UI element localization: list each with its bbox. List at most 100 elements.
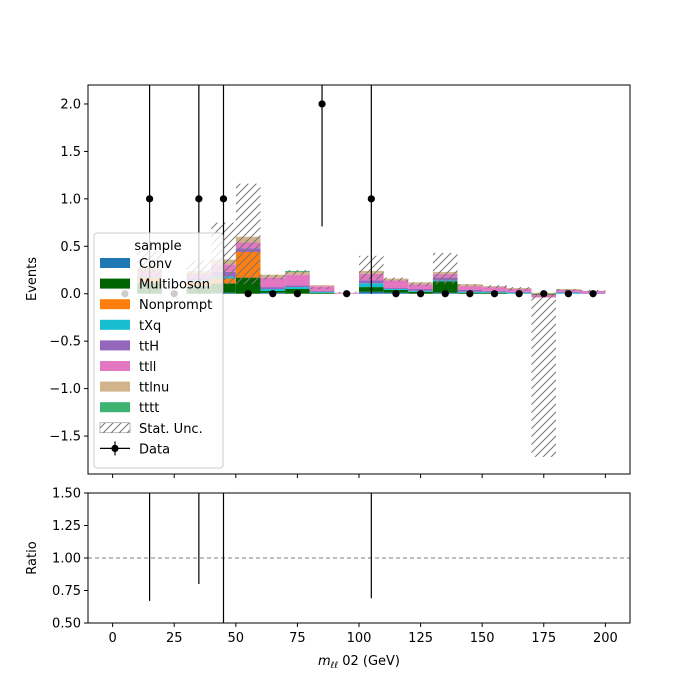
ratio-plot-area [88, 493, 630, 623]
data-point [195, 195, 203, 203]
legend-swatch-stat-unc [99, 422, 131, 434]
x-axis-label: mℓℓ 02 (GeV) [318, 654, 400, 671]
bar-tth [408, 288, 433, 291]
stat-unc-box [531, 292, 557, 457]
x-label-sub: ℓℓ [330, 661, 338, 671]
bar-ttlnu [309, 285, 335, 287]
bar-tth [260, 287, 286, 289]
data-point [244, 290, 252, 298]
data-point [145, 195, 154, 203]
stat-unc-box [309, 287, 335, 289]
bar-tth [285, 285, 310, 288]
data-point [441, 290, 449, 298]
stat-unc-box [235, 183, 261, 285]
legend-label: ttlnu [139, 381, 169, 396]
legend-label: Stat. Unc. [139, 422, 203, 437]
x-tick-label: 50 [228, 631, 245, 646]
main-ytick-label: 1.0 [60, 192, 81, 207]
main-ytick-label: −0.5 [49, 335, 81, 350]
stat-unc-box [482, 285, 507, 289]
stat-unc-box [506, 287, 532, 291]
legend-swatch-ttlnu [100, 381, 130, 392]
data-point [343, 290, 351, 298]
stat-unc-box [556, 288, 581, 291]
legend-label: Data [139, 442, 170, 457]
legend-swatch-tth [100, 340, 130, 351]
bar-tth [309, 290, 335, 292]
data-point [564, 290, 573, 298]
legend-swatch-txq [100, 319, 130, 330]
legend: sample Conv Multiboson Nonprompt tXq ttH ttll… [93, 232, 224, 469]
ratio-ytick-label: 1.25 [52, 519, 81, 534]
legend-swatch-tttt [100, 402, 130, 413]
main-ytick-label: 0.5 [60, 240, 81, 255]
legend-label: tXq [139, 319, 161, 334]
data-point [367, 195, 375, 203]
ratio-ylabel: Ratio [25, 541, 40, 574]
x-tick-label: 25 [166, 631, 183, 646]
data-point [392, 290, 400, 298]
bar-ttll [260, 277, 286, 288]
legend-title: sample [134, 239, 181, 254]
x-tick-label: 150 [470, 631, 495, 646]
bar-txq [285, 287, 310, 289]
legend-swatch-multiboson [100, 278, 130, 289]
bar-ttll [408, 284, 433, 289]
x-tick-label: 0 [108, 631, 116, 646]
stat-unc-box [408, 282, 433, 287]
stat-unc-box [432, 252, 458, 285]
main-ytick-label: −1.0 [49, 382, 81, 397]
data-point [293, 290, 302, 298]
legend-label: Nonprompt [139, 298, 212, 313]
x-tick-label: 175 [531, 631, 556, 646]
legend-label: Multiboson [139, 278, 210, 293]
main-ytick-label: 2.0 [60, 97, 81, 112]
legend-swatch-nonprompt [100, 299, 130, 310]
x-label-main: m [318, 654, 331, 669]
data-point [515, 290, 523, 298]
main-ylabel: Events [25, 257, 40, 301]
data-point [416, 290, 425, 298]
x-tick-label: 100 [347, 631, 372, 646]
ratio-ytick-label: 0.50 [52, 617, 81, 632]
bar-txq [383, 288, 409, 290]
bar-ttll [285, 274, 310, 286]
bar-txq [309, 291, 335, 293]
bar-tth [383, 288, 409, 289]
legend-label: Conv [139, 257, 172, 272]
main-ytick-label: −1.5 [49, 430, 81, 445]
ratio-panel: 0.50 0.75 1.00 1.25 1.50 0 25 50 75 100 125 150 175 2… [52, 487, 631, 646]
bar-ttll [383, 280, 409, 289]
data-point [490, 290, 499, 298]
x-tick-label: 125 [408, 631, 433, 646]
ratio-ytick-label: 1.00 [52, 552, 81, 567]
bar-txq [260, 288, 286, 291]
stat-unc-box [260, 274, 286, 280]
data-point [466, 290, 474, 298]
legend-data-marker [111, 444, 119, 452]
bar-ttll [457, 286, 483, 290]
data-point [589, 290, 597, 298]
x-tick-label: 75 [289, 631, 306, 646]
stat-unc-box [383, 277, 409, 282]
bar-multiboson [309, 292, 335, 294]
x-tick-label: 200 [593, 631, 618, 646]
stat-unc-box [457, 284, 483, 287]
legend-label: ttll [139, 360, 156, 375]
legend-swatch-conv [100, 258, 130, 268]
ratio-ytick-label: 0.75 [52, 584, 81, 599]
main-ytick-label: 0.0 [60, 287, 81, 302]
bar-multiboson [432, 281, 458, 293]
bar-ttll [482, 287, 507, 291]
data-point [318, 100, 326, 108]
main-ytick-label: 1.5 [60, 145, 81, 160]
data-point [540, 290, 548, 298]
x-label-rest: 02 (GeV) [338, 654, 400, 669]
legend-label: ttH [139, 339, 159, 354]
legend-swatch-ttll [100, 361, 130, 371]
stat-unc-box [285, 270, 310, 275]
ratio-ytick-label: 1.50 [52, 487, 81, 502]
legend-label: tttt [139, 401, 159, 416]
data-point [269, 290, 277, 298]
